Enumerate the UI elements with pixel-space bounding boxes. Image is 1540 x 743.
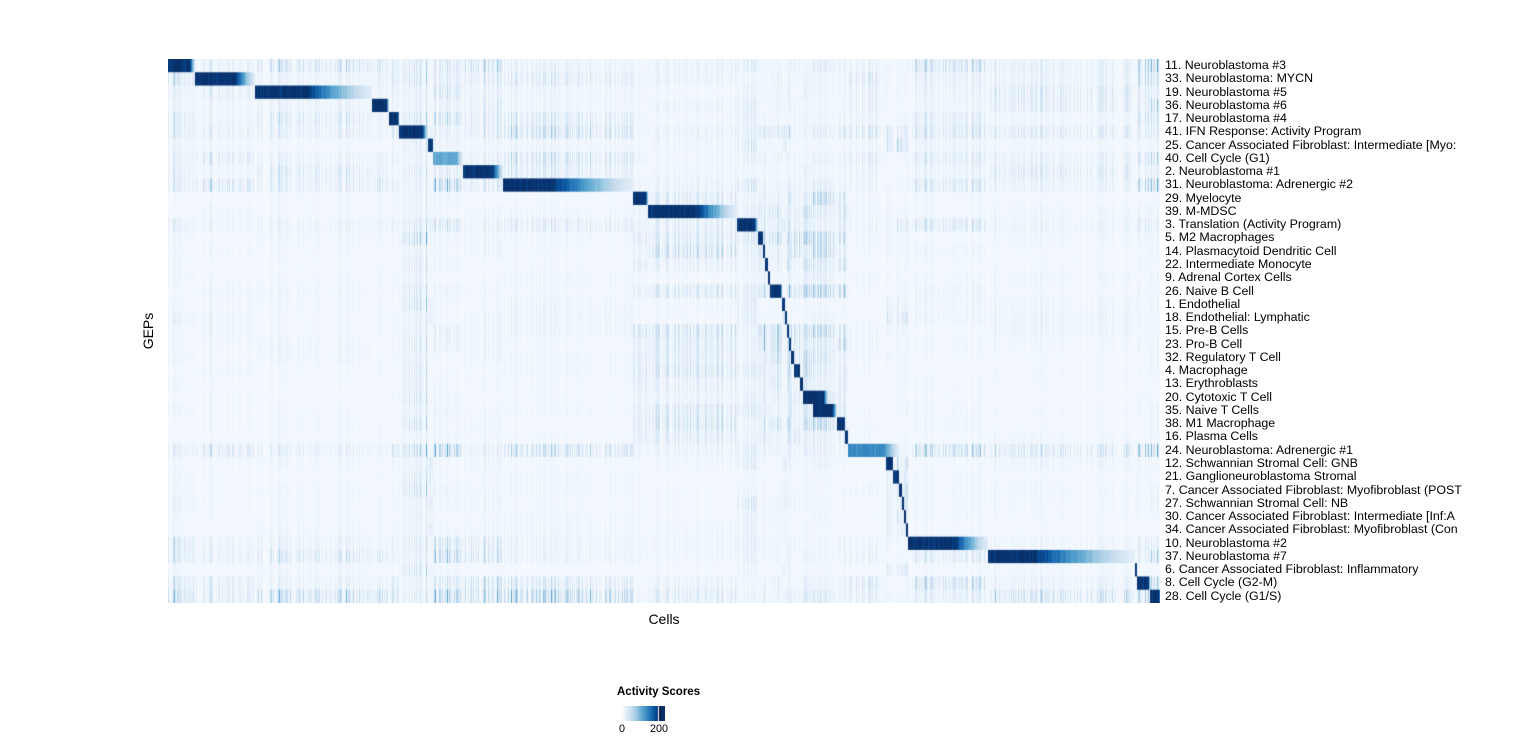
- row-label: 28. Cell Cycle (G1/S): [1165, 588, 1282, 603]
- row-label: 14. Plasmacytoid Dendritic Cell: [1165, 243, 1337, 258]
- row-label: 41. IFN Response: Activity Program: [1165, 124, 1362, 139]
- row-label: 20. Cytotoxic T Cell: [1165, 389, 1272, 404]
- row-label: 33. Neuroblastoma: MYCN: [1165, 71, 1314, 86]
- row-label: 35. Naive T Cells: [1165, 402, 1259, 417]
- row-label: 24. Neuroblastoma: Adrenergic #1: [1165, 442, 1354, 457]
- heatmap-canvas: [168, 59, 1160, 603]
- row-label: 13. Erythroblasts: [1165, 376, 1258, 391]
- row-label: 10. Neuroblastoma #2: [1165, 535, 1287, 550]
- colorbar-title: Activity Scores: [617, 686, 701, 698]
- row-label: 38. M1 Macrophage: [1165, 416, 1276, 431]
- row-label: 23. Pro-B Cell: [1165, 336, 1243, 351]
- row-label: 9. Adrenal Cortex Cells: [1165, 270, 1292, 285]
- colorbar-legend: Activity Scores 0 200: [617, 686, 757, 735]
- colorbar-gradient: [622, 706, 665, 721]
- colorbar-tick-max: 200: [649, 723, 668, 735]
- row-label: 12. Schwannian Stromal Cell: GNB: [1165, 455, 1358, 470]
- gep-row-labels: 11. Neuroblastoma #3 33. Neuroblastoma: M…: [1165, 58, 1540, 603]
- row-label: 1. Endothelial: [1165, 296, 1241, 311]
- x-axis-label: Cells: [648, 611, 680, 627]
- row-label: 19. Neuroblastoma #5: [1165, 84, 1287, 99]
- row-label: 26. Naive B Cell: [1165, 283, 1254, 298]
- row-label: 5. M2 Macrophages: [1165, 230, 1275, 245]
- row-label: 34. Cancer Associated Fibroblast: Myofib…: [1165, 522, 1458, 537]
- row-label: 25. Cancer Associated Fibroblast: Interm…: [1165, 137, 1457, 152]
- colorbar-ticks: 0 200: [617, 723, 757, 737]
- row-label: 6. Cancer Associated Fibroblast: Inflamm…: [1165, 562, 1419, 577]
- row-label: 16. Plasma Cells: [1165, 429, 1258, 444]
- row-label: 27. Schwannian Stromal Cell: NB: [1165, 495, 1349, 510]
- row-label: 11. Neuroblastoma #3: [1165, 58, 1286, 72]
- row-label: 36. Neuroblastoma #6: [1165, 97, 1287, 112]
- row-label: 2. Neuroblastoma #1: [1165, 164, 1281, 179]
- row-label: 39. M-MDSC: [1165, 203, 1237, 218]
- row-label: 31. Neuroblastoma: Adrenergic #2: [1165, 177, 1354, 192]
- row-label: 22. Intermediate Monocyte: [1165, 256, 1312, 271]
- row-label: 32. Regulatory T Cell: [1165, 349, 1281, 364]
- row-label: 40. Cell Cycle (G1): [1165, 150, 1270, 165]
- row-label: 15. Pre-B Cells: [1165, 323, 1249, 338]
- y-axis-label: GEPs: [140, 312, 156, 350]
- row-label: 8. Cell Cycle (G2-M): [1165, 575, 1278, 590]
- row-label: 7. Cancer Associated Fibroblast: Myofibr…: [1165, 482, 1462, 497]
- colorbar-tick-min: 0: [618, 723, 625, 735]
- row-label: 17. Neuroblastoma #4: [1165, 111, 1287, 126]
- row-label: 29. Myelocyte: [1165, 190, 1242, 205]
- row-label: 3. Translation (Activity Program): [1165, 217, 1342, 232]
- row-label: 18. Endothelial: Lymphatic: [1165, 310, 1310, 325]
- row-label: 37. Neuroblastoma #7: [1165, 548, 1287, 563]
- row-label: 21. Ganglioneuroblastoma Stromal: [1165, 469, 1357, 484]
- row-label: 30. Cancer Associated Fibroblast: Interm…: [1165, 509, 1455, 524]
- row-label: 4. Macrophage: [1165, 363, 1248, 378]
